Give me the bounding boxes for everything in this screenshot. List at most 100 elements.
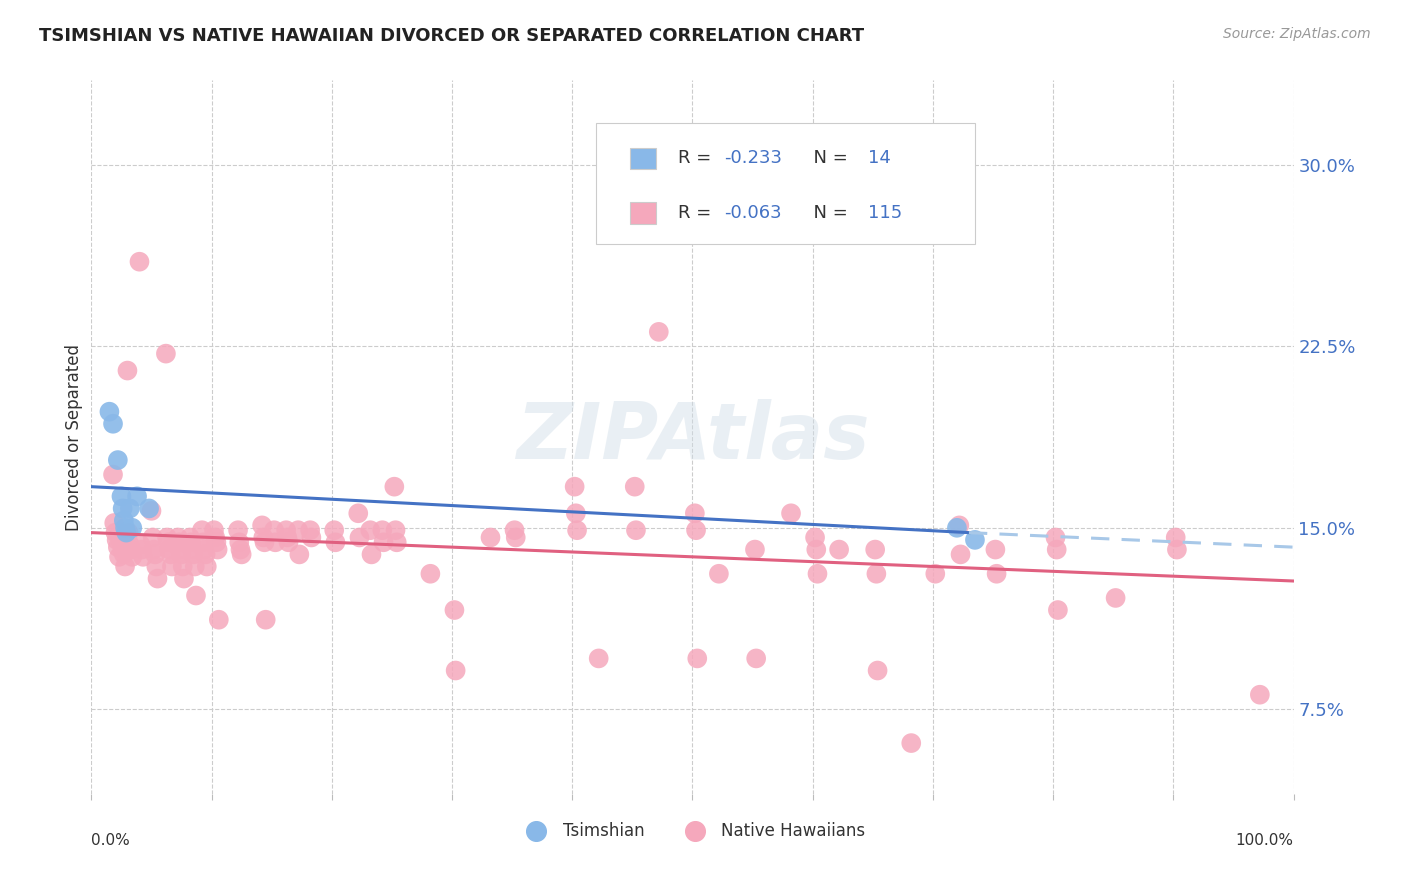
Point: [503, 523, 526, 537]
Point: [194, 548, 217, 562]
Point: [101, 417, 124, 431]
Point: [924, 566, 946, 581]
Point: [101, 467, 124, 482]
Point: [707, 566, 730, 581]
Point: [128, 254, 150, 268]
Point: [299, 523, 322, 537]
Point: [347, 506, 370, 520]
Point: [131, 542, 153, 557]
Point: [183, 548, 205, 562]
Point: [129, 538, 152, 552]
Point: [360, 548, 382, 562]
Legend: Tsimshian, Native Hawaiians: Tsimshian, Native Hawaiians: [513, 815, 872, 847]
Point: [228, 535, 250, 549]
Text: N =: N =: [801, 204, 853, 222]
Point: [167, 531, 190, 545]
Point: [110, 489, 132, 503]
Point: [111, 501, 134, 516]
Text: R =: R =: [678, 150, 717, 168]
Point: [588, 651, 610, 665]
Text: -0.063: -0.063: [724, 204, 782, 222]
Point: [624, 523, 647, 537]
Point: [686, 651, 709, 665]
Point: [863, 542, 886, 557]
Point: [276, 523, 298, 537]
Text: 14: 14: [868, 150, 891, 168]
Point: [264, 535, 287, 549]
Point: [1164, 531, 1187, 545]
Point: [359, 523, 381, 537]
Point: [204, 531, 226, 545]
Text: 0.0%: 0.0%: [91, 833, 131, 848]
Point: [505, 531, 527, 545]
Point: [193, 542, 215, 557]
Point: [1046, 542, 1069, 557]
Point: [103, 516, 125, 530]
FancyBboxPatch shape: [596, 123, 974, 244]
Point: [105, 533, 128, 547]
Point: [1166, 542, 1188, 557]
Point: [160, 559, 183, 574]
Point: [371, 523, 394, 537]
Point: [948, 518, 970, 533]
Point: [142, 542, 165, 557]
Point: [229, 542, 252, 557]
Point: [226, 523, 249, 537]
Point: [231, 548, 253, 562]
Point: [172, 559, 194, 574]
Bar: [630, 147, 657, 169]
Point: [202, 523, 225, 537]
Point: [263, 523, 285, 537]
Point: [683, 506, 706, 520]
Point: [866, 664, 889, 678]
Point: [648, 325, 671, 339]
Point: [167, 535, 190, 549]
Point: [564, 480, 586, 494]
Point: [986, 566, 1008, 581]
Point: [1249, 688, 1271, 702]
Point: [104, 525, 127, 540]
Point: [205, 535, 228, 549]
Point: [181, 542, 204, 557]
Point: [121, 549, 143, 564]
Point: [1104, 591, 1126, 605]
Point: [949, 548, 972, 562]
Text: 100.0%: 100.0%: [1236, 833, 1294, 848]
Point: [828, 542, 851, 557]
Point: [349, 531, 371, 545]
Point: [277, 535, 299, 549]
Point: [254, 613, 277, 627]
Point: [900, 736, 922, 750]
Point: [155, 346, 177, 360]
Point: [125, 489, 148, 503]
Point: [179, 531, 201, 545]
Point: [184, 589, 207, 603]
Point: [107, 540, 129, 554]
Point: [112, 548, 135, 562]
Text: TSIMSHIAN VS NATIVE HAWAIIAN DIVORCED OR SEPARATED CORRELATION CHART: TSIMSHIAN VS NATIVE HAWAIIAN DIVORCED OR…: [39, 27, 865, 45]
Point: [157, 535, 180, 549]
Point: [173, 572, 195, 586]
Point: [170, 548, 193, 562]
Point: [114, 559, 136, 574]
Point: [299, 531, 322, 545]
Point: [107, 453, 129, 467]
Point: [963, 533, 986, 547]
Point: [117, 363, 139, 377]
Point: [118, 501, 141, 516]
Point: [145, 559, 167, 574]
Point: [276, 531, 298, 545]
Point: [110, 535, 132, 549]
Point: [744, 542, 766, 557]
Point: [208, 613, 231, 627]
Point: [288, 548, 311, 562]
Point: [443, 603, 465, 617]
Point: [143, 548, 166, 562]
Point: [115, 525, 138, 540]
Point: [685, 523, 707, 537]
Point: [191, 523, 214, 537]
Point: [142, 531, 165, 545]
Point: [865, 566, 887, 581]
Point: [946, 521, 969, 535]
Point: [114, 521, 136, 535]
